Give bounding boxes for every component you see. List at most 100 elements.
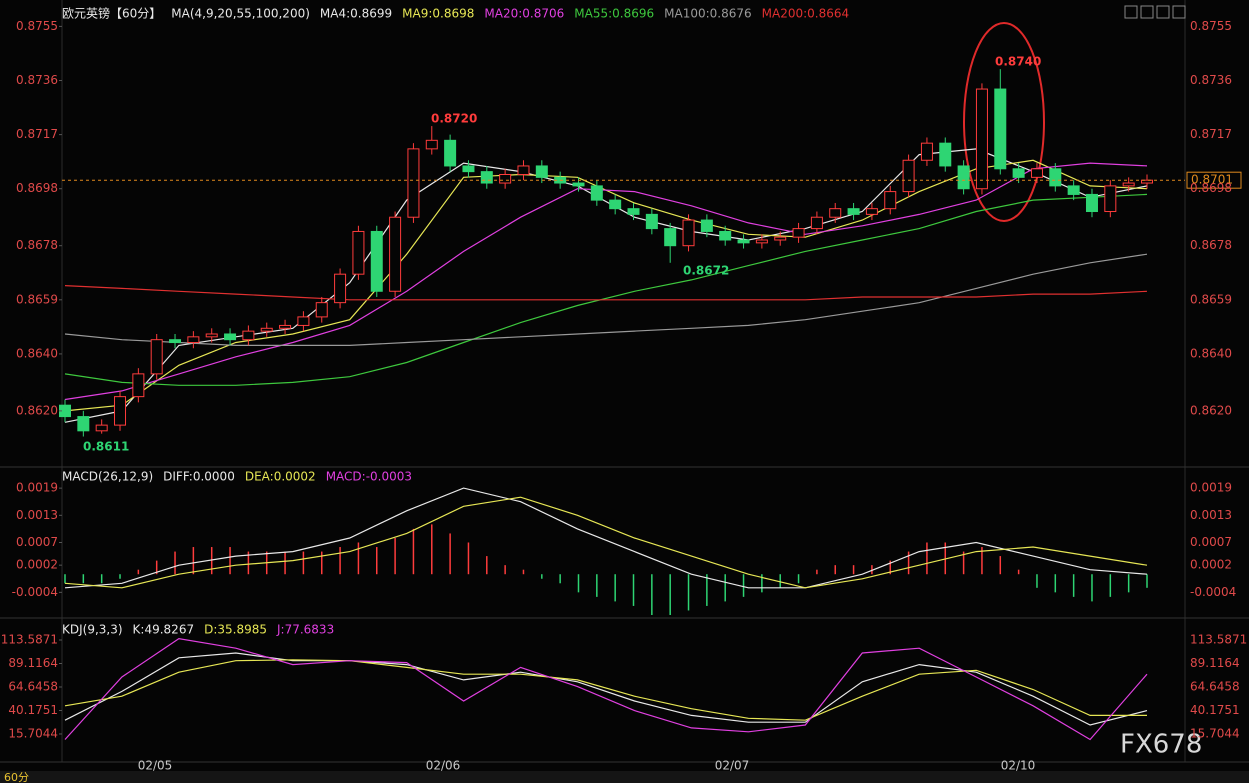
legend-entry: DIFF:0.0000 bbox=[163, 470, 235, 484]
icon[interactable] bbox=[1124, 5, 1138, 19]
candle-body bbox=[957, 165, 970, 190]
candle-body bbox=[1067, 185, 1080, 195]
candle-body bbox=[352, 230, 365, 275]
last-price-label: 0.8701 bbox=[1191, 173, 1233, 187]
candle-body bbox=[1085, 193, 1098, 213]
candle-body bbox=[77, 416, 90, 432]
y-tick-label: 0.0013 bbox=[16, 508, 58, 522]
icon[interactable] bbox=[1172, 5, 1186, 19]
y-tick-label: -0.0004 bbox=[12, 585, 58, 599]
y-tick-label: 0.8678 bbox=[16, 238, 58, 252]
price-annotation: 0.8720 bbox=[431, 112, 477, 126]
y-tick-label-right: 0.0019 bbox=[1190, 481, 1232, 495]
y-tick-label: 0.0007 bbox=[16, 535, 58, 549]
candle-body bbox=[682, 219, 695, 247]
candle-body bbox=[389, 216, 402, 292]
x-tick-label: 02/06 bbox=[426, 759, 461, 773]
macd-line bbox=[64, 496, 1148, 589]
icon[interactable] bbox=[1140, 5, 1154, 19]
legend-entry: KDJ(9,3,3) bbox=[62, 623, 123, 637]
candle-body bbox=[95, 424, 108, 432]
y-tick-label-right: 15.7044 bbox=[1190, 726, 1240, 740]
y-tick-label: 0.8736 bbox=[16, 73, 58, 87]
candle-body bbox=[774, 236, 787, 241]
y-tick-label-right: 113.5871 bbox=[1190, 632, 1247, 646]
last-price-box bbox=[1186, 171, 1242, 189]
legend-entry: D:35.8985 bbox=[204, 623, 267, 637]
candle-body bbox=[865, 208, 878, 215]
candle-body bbox=[444, 139, 457, 167]
legend-entry: MA(4,9,20,55,100,200) bbox=[171, 7, 310, 21]
y-tick-label-right: 0.8717 bbox=[1190, 127, 1232, 141]
candle-body bbox=[370, 230, 383, 292]
candle-body bbox=[205, 333, 218, 338]
ma-line bbox=[64, 193, 1148, 386]
candle-body bbox=[572, 182, 585, 187]
legend-entry: J:77.6833 bbox=[276, 623, 334, 637]
candle-body bbox=[1049, 168, 1062, 187]
y-tick-label: 0.8659 bbox=[16, 292, 58, 306]
y-tick-label-right: 0.0007 bbox=[1190, 535, 1232, 549]
candle-body bbox=[1030, 168, 1043, 178]
icon[interactable] bbox=[1156, 5, 1170, 19]
period-tab[interactable]: 60分 bbox=[4, 771, 29, 783]
candle-body bbox=[297, 316, 310, 326]
candle-body bbox=[187, 336, 200, 344]
y-tick-label: 89.1164 bbox=[8, 656, 58, 670]
y-tick-label-right: 40.1751 bbox=[1190, 703, 1240, 717]
candle-body bbox=[279, 324, 292, 329]
y-tick-label: 0.8640 bbox=[16, 346, 58, 360]
candle-body bbox=[462, 165, 475, 173]
y-tick-label-right: 0.8698 bbox=[1190, 181, 1232, 195]
candle-body bbox=[994, 88, 1007, 170]
x-tick-label: 02/05 bbox=[138, 759, 173, 773]
candle-body bbox=[1012, 168, 1025, 178]
legend-entry: DEA:0.0002 bbox=[245, 470, 316, 484]
y-tick-label: 113.5871 bbox=[1, 632, 58, 646]
legend-entry: MA100:0.8676 bbox=[664, 7, 752, 21]
candle-body bbox=[700, 219, 713, 232]
candle-body bbox=[920, 142, 933, 161]
candle-body bbox=[737, 239, 750, 244]
legend-entry: 欧元英镑【60分】 bbox=[62, 6, 161, 21]
candle-body bbox=[535, 165, 548, 178]
price-annotation: 0.8611 bbox=[83, 440, 129, 454]
highlight-ellipse bbox=[963, 22, 1045, 222]
candle-body bbox=[975, 88, 988, 190]
candle-body bbox=[517, 165, 530, 175]
candle-body bbox=[829, 208, 842, 218]
y-tick-label: 40.1751 bbox=[8, 703, 58, 717]
x-tick-label: 02/07 bbox=[715, 759, 750, 773]
legend-entry: MA20:0.8706 bbox=[484, 7, 564, 21]
candle-body bbox=[425, 139, 438, 150]
candle-body bbox=[1140, 179, 1154, 184]
y-tick-label: 0.8755 bbox=[16, 19, 58, 33]
ma-line bbox=[64, 162, 1148, 401]
candle-body bbox=[132, 373, 145, 398]
y-tick-label-right: 0.8640 bbox=[1190, 346, 1232, 360]
legend-entry: MACD(26,12,9) bbox=[62, 470, 153, 484]
candle-body bbox=[150, 339, 163, 375]
candle-body bbox=[224, 333, 237, 341]
y-tick-label-right: 0.8659 bbox=[1190, 292, 1232, 306]
toolbar-icons bbox=[1124, 5, 1186, 19]
candle-body bbox=[242, 330, 255, 341]
candle-body bbox=[902, 159, 915, 193]
candle-body bbox=[884, 191, 897, 210]
legend-entry: MA200:0.8664 bbox=[762, 7, 850, 21]
candle-body bbox=[169, 339, 182, 344]
candle-body bbox=[334, 273, 347, 304]
candle-body bbox=[499, 173, 512, 184]
kdj-line bbox=[64, 659, 1147, 721]
macd-line bbox=[64, 487, 1148, 589]
y-tick-label-right: 0.0002 bbox=[1190, 558, 1232, 572]
candle-body bbox=[664, 228, 677, 247]
candle-body bbox=[847, 208, 860, 215]
candle-body bbox=[755, 239, 768, 244]
candle-body bbox=[407, 148, 420, 218]
candle-body bbox=[1122, 182, 1135, 187]
candle-body bbox=[480, 171, 493, 184]
y-tick-label: 0.0019 bbox=[16, 481, 58, 495]
